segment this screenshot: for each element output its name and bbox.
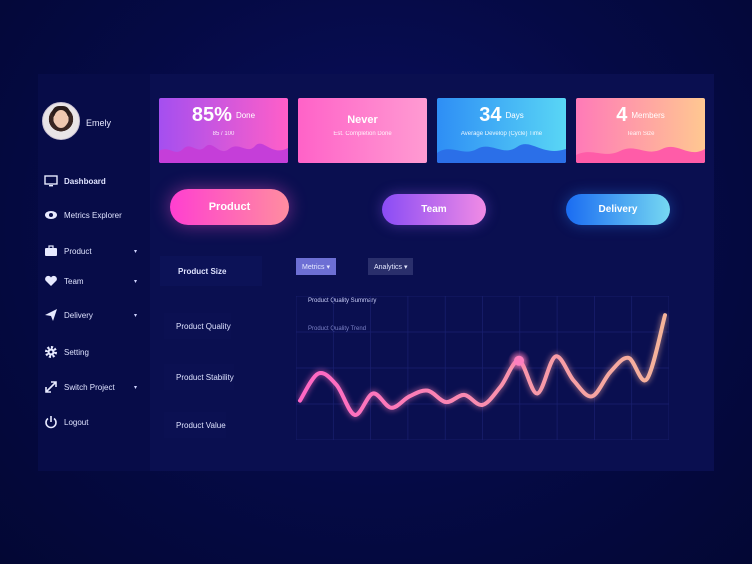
analytics-dropdown[interactable]: Analytics ▾: [368, 258, 414, 275]
stat-unit: Days: [505, 111, 524, 120]
sidebar-item-label: Switch Project: [64, 382, 115, 392]
card-wave: [437, 144, 566, 163]
airplane-icon: [38, 308, 64, 322]
stat-value: 85%: [191, 104, 232, 126]
stat-value: Never: [347, 113, 378, 126]
sidebar-item-setting[interactable]: Setting: [38, 342, 150, 362]
sidebar-item-metrics-explorer[interactable]: Metrics Explorer: [38, 205, 150, 225]
series-line[interactable]: [298, 313, 667, 417]
chevron-down-icon[interactable]: ▾: [134, 384, 138, 391]
avatar-face: [54, 110, 68, 128]
sidebar-item-label: Dashboard: [64, 176, 106, 186]
stat-card-done[interactable]: 85% Done 85 / 100: [159, 98, 288, 163]
stat-subtext: Team Size: [626, 131, 655, 137]
delivery-button[interactable]: Delivery: [566, 194, 670, 225]
expand-arrows-icon: [38, 380, 64, 394]
power-icon: [38, 415, 64, 429]
sidebar-item-dashboard[interactable]: Dashboard: [38, 171, 150, 191]
sidebar-item-switch-project[interactable]: Switch Project ▾: [38, 377, 150, 397]
sidebar-item-label: Product: [64, 246, 92, 256]
chart-subtitle: Product Quality Trend: [308, 326, 367, 332]
team-button[interactable]: Team: [382, 194, 486, 225]
stat-subtext: Average Develop (Cycle) Time: [460, 131, 543, 137]
stat-card-completion[interactable]: Never Est. Completion Done: [298, 98, 427, 163]
menu-item-product-quality[interactable]: Product Quality: [164, 313, 231, 339]
stat-subtext: 85 / 100: [212, 131, 235, 137]
user-profile[interactable]: Emely: [42, 102, 150, 142]
chevron-down-icon[interactable]: ▾: [134, 312, 138, 319]
user-name: Emely: [86, 118, 112, 128]
card-wave: [576, 146, 705, 163]
sidebar: Emely Dashboard Metrics Explorer Product…: [38, 74, 150, 471]
stat-value: 34: [479, 104, 502, 126]
card-wave: [159, 143, 288, 163]
highlight-point[interactable]: [514, 355, 524, 366]
sidebar-item-label: Metrics Explorer: [64, 210, 122, 220]
sidebar-item-label: Team: [64, 276, 84, 286]
stat-unit: Done: [235, 111, 256, 120]
sidebar-item-product[interactable]: Product ▾: [38, 241, 150, 261]
stat-card-cycle-time[interactable]: 34 Days Average Develop (Cycle) Time: [437, 98, 566, 163]
menu-item-product-value[interactable]: Product Value: [164, 412, 226, 438]
stat-value: 4: [616, 104, 628, 126]
stat-card-team-size[interactable]: 4 Members Team Size: [576, 98, 705, 163]
menu-header-product-size[interactable]: Product Size: [160, 256, 262, 286]
quality-line-chart[interactable]: [296, 296, 669, 440]
avatar[interactable]: [42, 102, 80, 140]
chart-title: Product Quality Summary: [308, 298, 377, 304]
chevron-down-icon[interactable]: ▾: [134, 278, 138, 285]
stat-unit: Members: [631, 111, 665, 120]
product-button[interactable]: Product: [170, 189, 289, 225]
metrics-dropdown[interactable]: Metrics ▾: [296, 258, 337, 275]
eye-icon: [38, 210, 64, 220]
heart-icon: [38, 275, 64, 287]
sidebar-item-label: Setting: [64, 347, 89, 357]
chevron-down-icon[interactable]: ▾: [134, 248, 138, 255]
gear-icon: [38, 345, 64, 359]
stat-subtext: Est. Completion Done: [333, 131, 392, 137]
sidebar-item-delivery[interactable]: Delivery ▾: [38, 305, 150, 325]
menu-item-product-stability[interactable]: Product Stability: [164, 364, 234, 390]
sidebar-item-logout[interactable]: Logout: [38, 412, 150, 432]
app-window: Emely Dashboard Metrics Explorer Product…: [38, 74, 714, 471]
briefcase-icon: [38, 245, 64, 257]
monitor-icon: [38, 175, 64, 187]
sidebar-item-team[interactable]: Team ▾: [38, 271, 150, 291]
sidebar-item-label: Delivery: [64, 310, 93, 320]
sidebar-item-label: Logout: [64, 417, 89, 427]
